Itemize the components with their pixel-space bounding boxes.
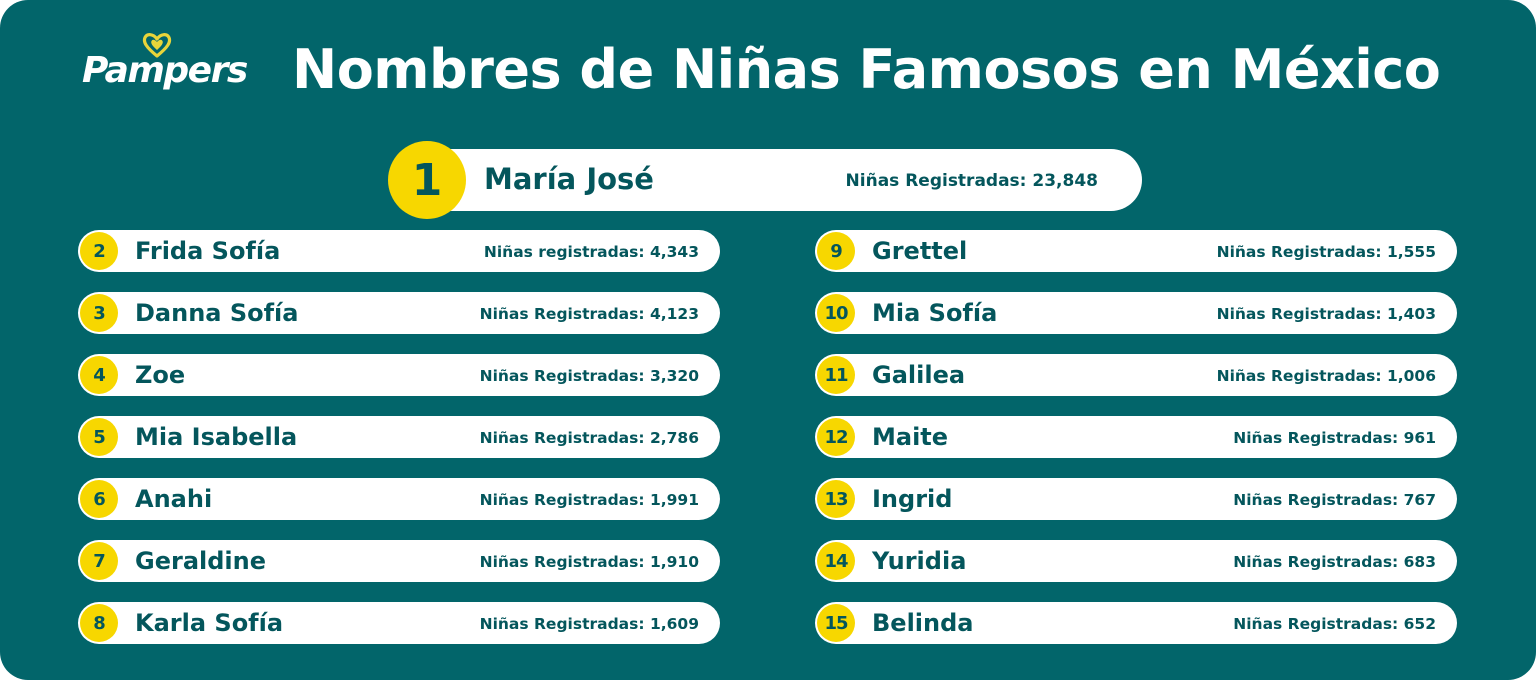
rank-pill [78, 540, 720, 582]
ranking-column-left: 2 Frida Sofía Niñas registradas: 4,343 3… [78, 230, 720, 664]
rank-row-top: 1 María José Niñas Registradas: 23,848 [388, 141, 1142, 219]
rank-pill [815, 540, 1457, 582]
logo-text: Pampers [82, 50, 248, 91]
girl-name: María José [484, 162, 654, 196]
heart-icon [142, 33, 172, 58]
rank-badge: 12 [817, 418, 855, 456]
rank-row: 9 Grettel Niñas Registradas: 1,555 [815, 230, 1457, 272]
rank-pill [78, 230, 720, 272]
rank-pill [418, 149, 1142, 211]
registered-count: Niñas Registradas: 767 [1233, 491, 1436, 509]
girl-name: Maite [872, 423, 949, 451]
girl-name: Yuridia [872, 547, 967, 575]
rank-row: 6 Anahi Niñas Registradas: 1,991 [78, 478, 720, 520]
registered-count: Niñas Registradas: 2,786 [479, 429, 699, 447]
rank-badge: 13 [817, 480, 855, 518]
registered-count: Niñas Registradas: 4,123 [479, 305, 699, 323]
rank-row: 8 Karla Sofía Niñas Registradas: 1,609 [78, 602, 720, 644]
rank-pill [815, 292, 1457, 334]
rank-badge: 2 [80, 232, 118, 270]
rank-row: 12 Maite Niñas Registradas: 961 [815, 416, 1457, 458]
rank-badge: 7 [80, 542, 118, 580]
rank-badge: 9 [817, 232, 855, 270]
girl-name: Grettel [872, 237, 968, 265]
rank-pill [815, 230, 1457, 272]
ranking-column-right: 9 Grettel Niñas Registradas: 1,555 10 Mi… [815, 230, 1457, 664]
pampers-logo: Pampers [76, 32, 248, 102]
registered-count: Niñas Registradas: 961 [1233, 429, 1436, 447]
rank-row: 2 Frida Sofía Niñas registradas: 4,343 [78, 230, 720, 272]
rank-row: 7 Geraldine Niñas Registradas: 1,910 [78, 540, 720, 582]
rank-pill [78, 416, 720, 458]
rank-pill [78, 602, 720, 644]
rank-badge: 10 [817, 294, 855, 332]
girl-name: Anahi [135, 485, 213, 513]
rank-row: 13 Ingrid Niñas Registradas: 767 [815, 478, 1457, 520]
rank-badge: 1 [388, 141, 466, 219]
rank-row: 3 Danna Sofía Niñas Registradas: 4,123 [78, 292, 720, 334]
rank-badge: 3 [80, 294, 118, 332]
rank-badge: 8 [80, 604, 118, 642]
rank-pill [78, 292, 720, 334]
rank-badge: 14 [817, 542, 855, 580]
registered-count: Niñas Registradas: 1,006 [1216, 367, 1436, 385]
registered-count: Niñas Registradas: 1,555 [1216, 243, 1436, 261]
rank-badge: 4 [80, 356, 118, 394]
girl-name: Danna Sofía [135, 299, 299, 327]
registered-count: Niñas Registradas: 3,320 [479, 367, 699, 385]
rank-pill [815, 354, 1457, 396]
rank-row: 15 Belinda Niñas Registradas: 652 [815, 602, 1457, 644]
rank-pill [815, 602, 1457, 644]
registered-count: Niñas Registradas: 1,991 [479, 491, 699, 509]
registered-count: Niñas Registradas: 23,848 [845, 171, 1098, 191]
rank-row: 10 Mia Sofía Niñas Registradas: 1,403 [815, 292, 1457, 334]
rank-row: 14 Yuridia Niñas Registradas: 683 [815, 540, 1457, 582]
registered-count: Niñas Registradas: 683 [1233, 553, 1436, 571]
rank-pill [78, 478, 720, 520]
girl-name: Ingrid [872, 485, 953, 513]
girl-name: Mia Isabella [135, 423, 298, 451]
page-title: Nombres de Niñas Famosos en México [292, 38, 1441, 101]
registered-count: Niñas Registradas: 1,910 [479, 553, 699, 571]
girl-name: Frida Sofía [135, 237, 281, 265]
girl-name: Galilea [872, 361, 966, 389]
rank-row: 4 Zoe Niñas Registradas: 3,320 [78, 354, 720, 396]
registered-count: Niñas Registradas: 1,403 [1216, 305, 1436, 323]
rank-pill [815, 478, 1457, 520]
girl-name: Geraldine [135, 547, 267, 575]
registered-count: Niñas registradas: 4,343 [483, 243, 699, 261]
registered-count: Niñas Registradas: 652 [1233, 615, 1436, 633]
rank-row: 11 Galilea Niñas Registradas: 1,006 [815, 354, 1457, 396]
girl-name: Belinda [872, 609, 974, 637]
girl-name: Zoe [135, 361, 186, 389]
rank-badge: 6 [80, 480, 118, 518]
rank-badge: 15 [817, 604, 855, 642]
registered-count: Niñas Registradas: 1,609 [479, 615, 699, 633]
girl-name: Mia Sofía [872, 299, 998, 327]
rank-badge: 11 [817, 356, 855, 394]
girl-name: Karla Sofía [135, 609, 284, 637]
rank-row: 5 Mia Isabella Niñas Registradas: 2,786 [78, 416, 720, 458]
rank-badge: 5 [80, 418, 118, 456]
rank-pill [78, 354, 720, 396]
rank-pill [815, 416, 1457, 458]
